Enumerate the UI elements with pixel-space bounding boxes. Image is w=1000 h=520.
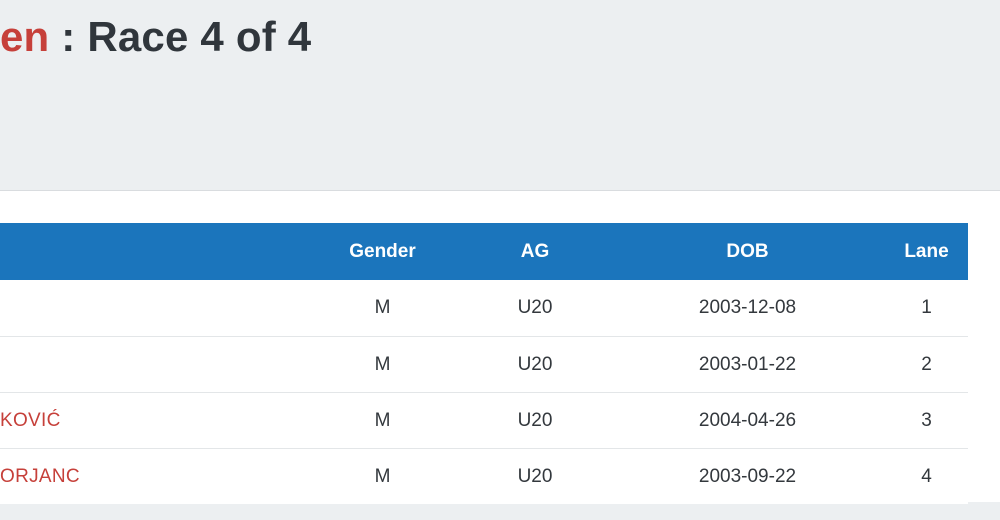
page-header: en : Race 4 of 4: [0, 0, 1000, 190]
col-header-gender: Gender: [349, 240, 416, 262]
race-entries-table: Gender AG DOB Lane M U20 2003-12-08 1 M …: [0, 223, 968, 504]
table-row: M U20 2003-12-08 1: [0, 280, 968, 336]
lane-cell: 3: [921, 409, 932, 431]
dob-cell: 2003-01-22: [698, 353, 797, 375]
col-header-dob: DOB: [726, 240, 769, 262]
table-row: KOVIĆ M U20 2004-04-26 3: [0, 392, 968, 448]
lane-cell: 2: [921, 353, 932, 375]
lane-cell: 4: [921, 465, 932, 487]
gender-cell: M: [374, 465, 391, 487]
ag-cell: U20: [517, 465, 553, 487]
col-header-name: [0, 223, 305, 280]
table-row: ORJANC M U20 2003-09-22 4: [0, 448, 968, 504]
table-row: M U20 2003-01-22 2: [0, 336, 968, 392]
athlete-name-cell: ORJANC: [0, 449, 305, 504]
table-header-row: Gender AG DOB Lane: [0, 223, 968, 280]
event-link-fragment[interactable]: en: [0, 13, 50, 60]
athlete-link[interactable]: KOVIĆ: [0, 409, 61, 431]
gender-cell: M: [374, 409, 391, 431]
ag-cell: U20: [517, 353, 553, 375]
results-card: Gender AG DOB Lane M U20 2003-12-08 1 M …: [0, 190, 1000, 504]
gender-cell: M: [374, 297, 391, 318]
lane-cell: 1: [921, 297, 932, 318]
athlete-name-cell: [0, 337, 305, 392]
athlete-name-cell: [0, 280, 305, 336]
athlete-name-cell: KOVIĆ: [0, 393, 305, 448]
col-header-ag: AG: [520, 240, 550, 262]
page-title-text: : Race 4 of 4: [49, 13, 312, 60]
dob-cell: 2003-09-22: [698, 465, 797, 487]
ag-cell: U20: [517, 297, 553, 318]
dob-cell: 2004-04-26: [698, 409, 797, 431]
col-header-lane: Lane: [904, 240, 949, 262]
dob-cell: 2003-12-08: [698, 297, 797, 318]
ag-cell: U20: [517, 409, 553, 431]
athlete-link[interactable]: ORJANC: [0, 465, 80, 487]
page-title: en : Race 4 of 4: [0, 12, 311, 62]
gender-cell: M: [374, 353, 391, 375]
